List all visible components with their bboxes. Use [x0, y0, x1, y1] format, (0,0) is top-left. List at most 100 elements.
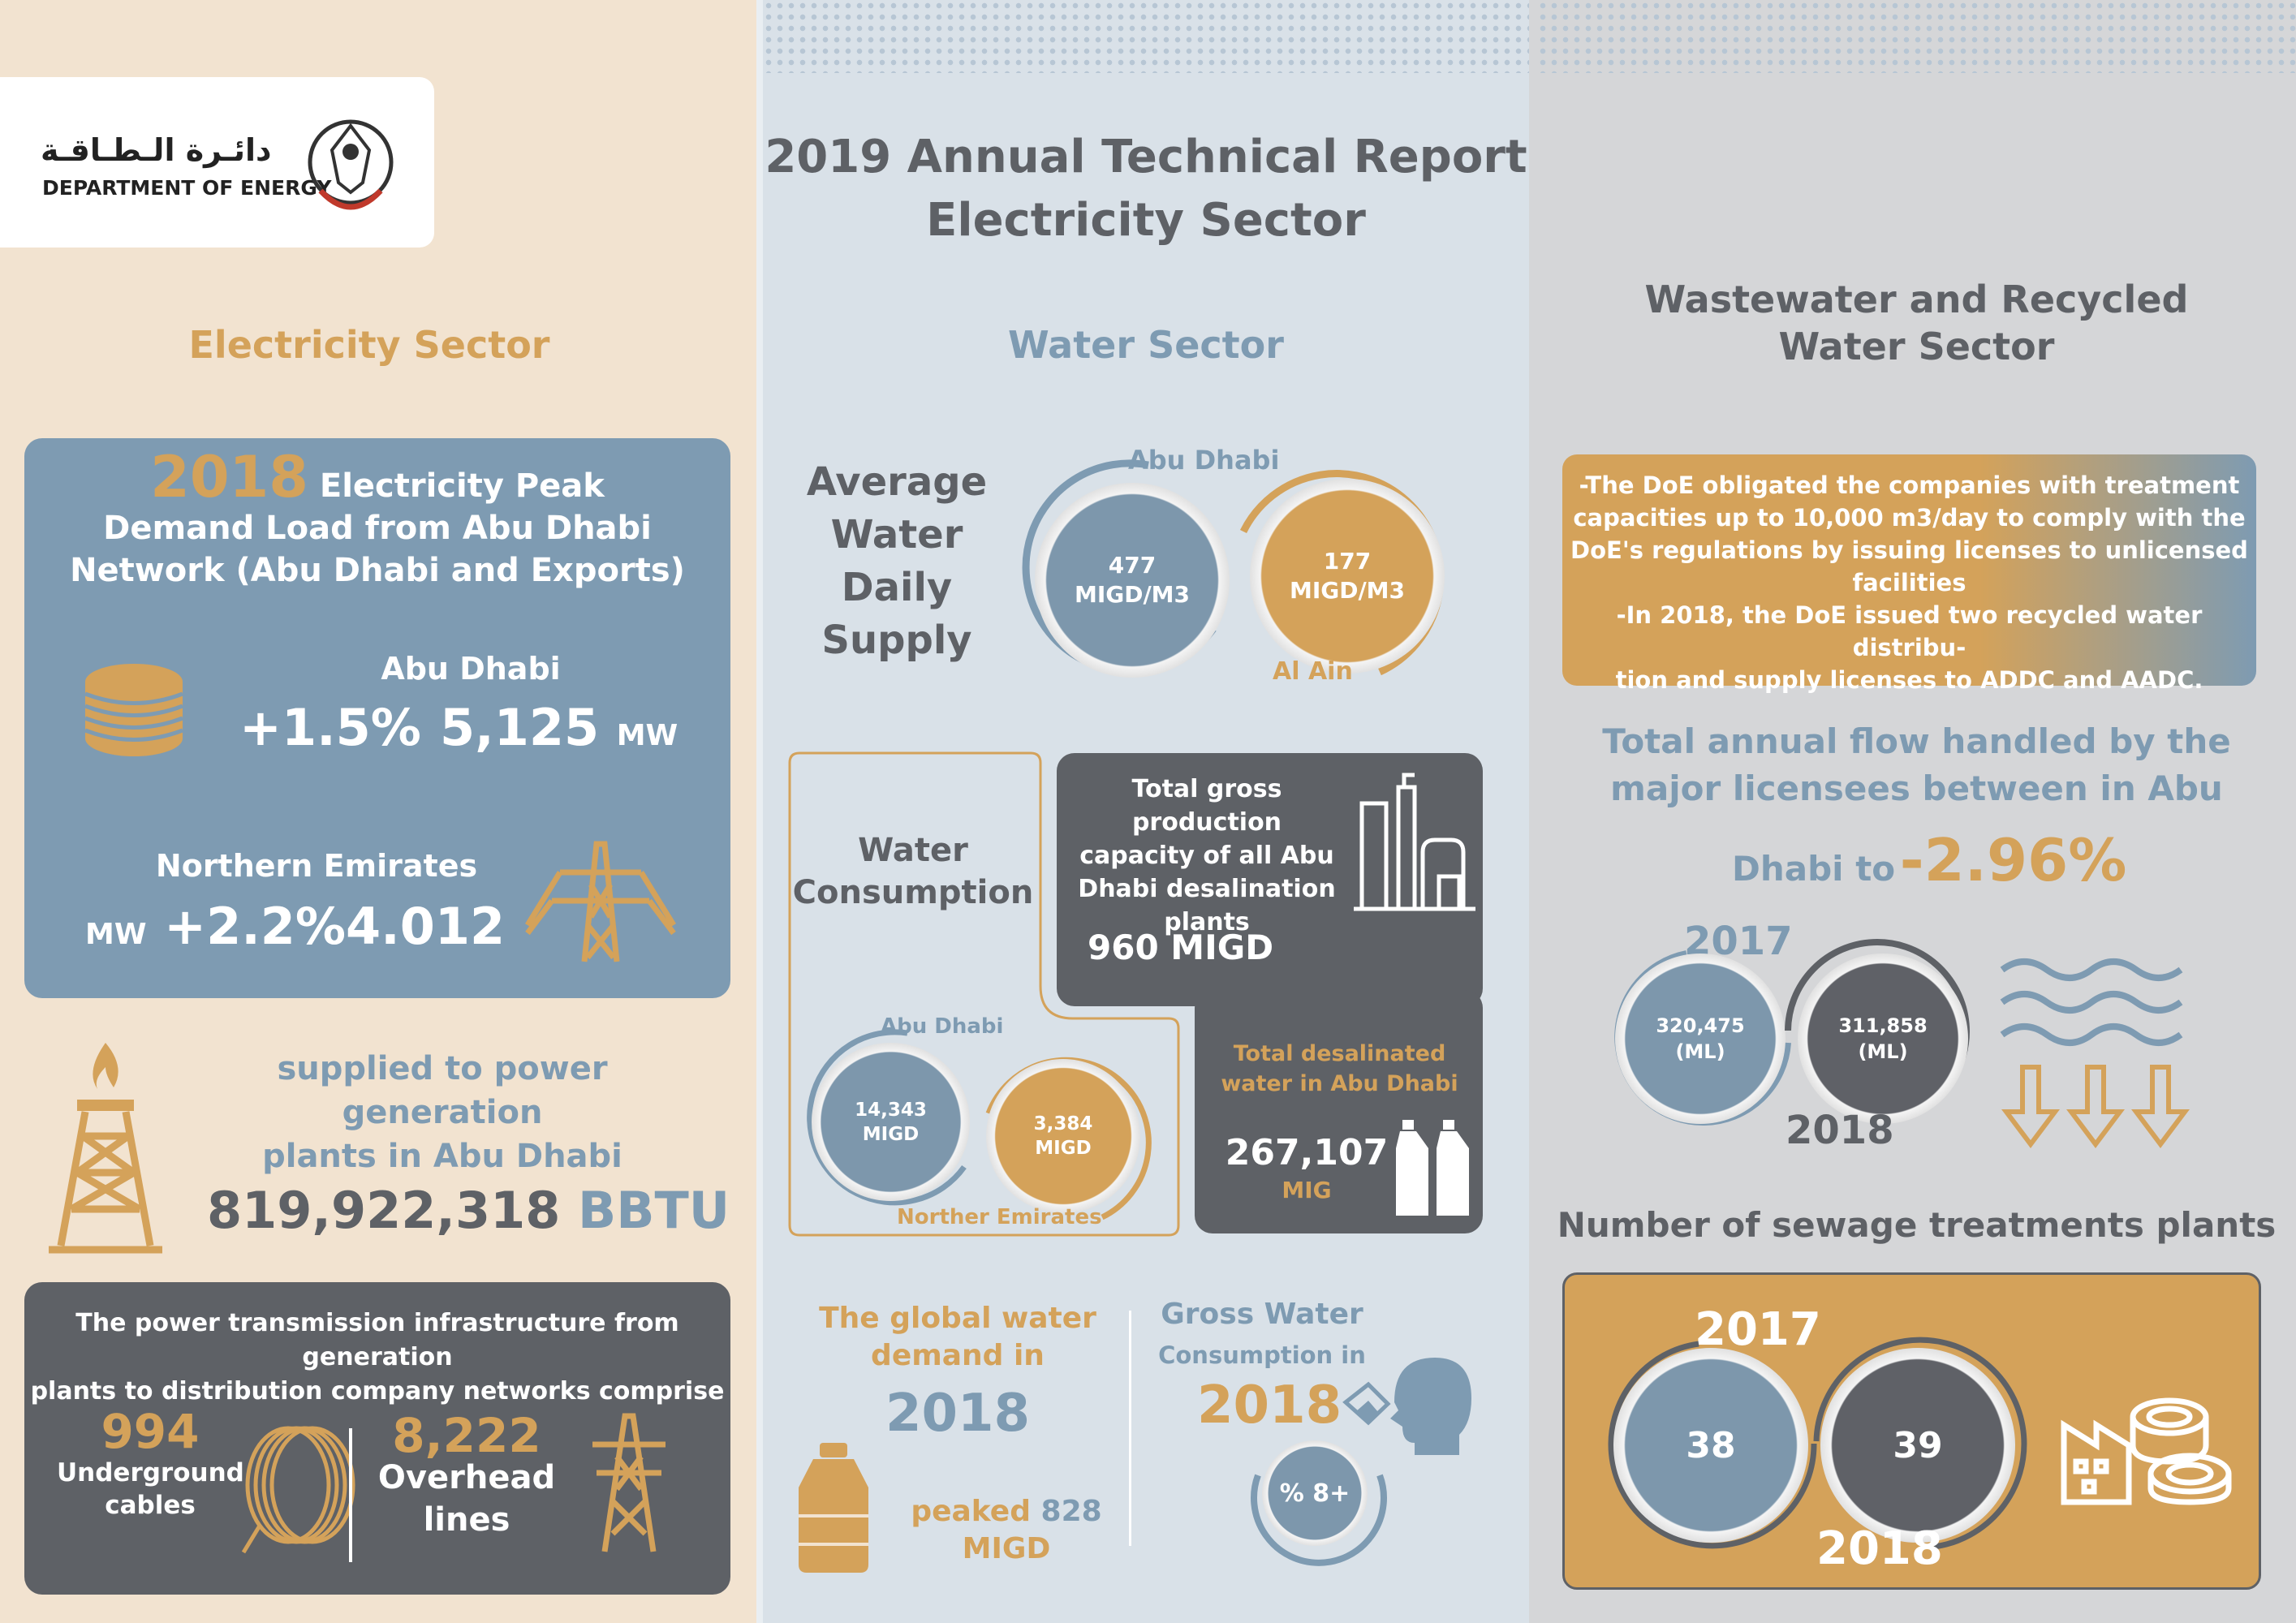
capacity-value: 960 MIGD [1088, 928, 1274, 967]
capacity-line3: Dhabi desalination [1078, 875, 1336, 903]
consumption-northern-label: Norther Emirates [897, 1205, 1102, 1229]
note-line6: tion and supply licenses to ADDC and AAD… [1615, 666, 2203, 694]
peak-desc-line2: Demand Load from Abu Dhabi [103, 510, 652, 547]
peak-desc-line3: Network (Abu Dhabi and Exports) [70, 552, 685, 589]
abu-dhabi-load-unit: MW [616, 719, 678, 752]
transmission-card: The power transmission infrastructure fr… [24, 1282, 730, 1595]
gross-consumption-title: Gross Water Consumption in [1144, 1297, 1380, 1377]
abu-dhabi-load: 5,125 MW [440, 698, 678, 757]
overhead-line1: Overhead [377, 1459, 556, 1496]
global-line1: The global water [819, 1302, 1096, 1335]
consumption-abu-dhabi-text: 14,343 MIGD [855, 1098, 927, 1147]
wastewater-heading-line2: Water Sector [1778, 325, 2055, 368]
plants-heading: Number of sewage treatments plants [1557, 1205, 2277, 1245]
wastewater-heading-line1: Wastewater and Recycled [1644, 278, 2189, 321]
gas-supply-value: 819,922,318 BBTU [207, 1181, 730, 1240]
dot-pattern [763, 0, 1529, 73]
flow-unit-a: (ML) [1675, 1040, 1725, 1063]
gross-consumption-year: 2018 [1197, 1375, 1342, 1436]
note-line3: DoE's regulations by issuing licenses to… [1570, 536, 2248, 564]
peak-demand-card: 2018 Electricity Peak Demand Load from A… [24, 438, 730, 998]
desalination-plant-icon [1354, 773, 1475, 911]
abu-dhabi-growth: +1.5% [239, 698, 421, 757]
global-peaked-unit: MIGD [962, 1532, 1051, 1565]
capacity-line4: plants [1164, 908, 1250, 936]
avg-supply-line2: Water [830, 512, 963, 558]
northern-emirates-label: Northern Emirates [155, 848, 478, 884]
capacity-line1: Total gross production [1131, 775, 1282, 837]
gross-consumption-value: % 8+ [1279, 1479, 1350, 1508]
global-line2: demand in [871, 1339, 1045, 1372]
plants-circle-a: 38 [1613, 1348, 1808, 1543]
global-peaked-text: peaked 828 MIGD [909, 1493, 1104, 1568]
avg-supply-line1: Average [806, 459, 988, 505]
supply-abu-dhabi-label: Abu Dhabi [1128, 445, 1280, 476]
licensing-note-card: -The DoE obligated the companies with tr… [1562, 454, 2256, 694]
dot-pattern [1537, 0, 2296, 73]
avg-supply-title: Average Water Daily Supply [791, 456, 1002, 667]
plants-year-b: 2018 [1816, 1522, 1943, 1575]
underground-label: Underground cables [57, 1457, 244, 1522]
flow-line3-prefix: Dhabi to [1732, 849, 1896, 889]
transmission-line1: The power transmission infrastructure fr… [75, 1309, 679, 1371]
desal-line2: water in Abu Dhabi [1221, 1071, 1458, 1096]
supply-abu-dhabi-circle: 477 MIGD/M3 [1035, 483, 1230, 678]
transmission-divider [349, 1428, 352, 1562]
capacity-card [1057, 753, 1483, 1006]
northern-unit: MW [85, 918, 147, 951]
treatment-plant-icon [2061, 1397, 2232, 1505]
consumption-northern-text: 3,384 MIGD [1034, 1112, 1093, 1160]
desal-text: Total desalinated water in Abu Dhabi [1200, 1039, 1480, 1099]
electricity-heading: Electricity Sector [188, 323, 550, 367]
flow-change-line: Dhabi to -2.96% [1732, 826, 2126, 894]
flow-change: -2.96% [1899, 826, 2127, 894]
consumption-title: Water Consumption [791, 829, 1035, 914]
supply-al-ain-unit: MIGD/M3 [1289, 577, 1406, 604]
supply-al-ain-value: 177 [1323, 548, 1372, 575]
cable-coil-icon [241, 1426, 355, 1554]
flow-title: Total annual flow handled by the major l… [1537, 718, 2296, 812]
note-line2: capacities up to 10,000 m3/day to comply… [1573, 504, 2246, 532]
supply-abu-dhabi-unit: MIGD/M3 [1074, 581, 1191, 608]
avg-supply-line3: Daily [841, 565, 953, 610]
northern-emirates-load: MW +2.2%4.012 [85, 897, 505, 956]
supply-abu-dhabi-value: 477 [1108, 552, 1157, 579]
note-line5: -In 2018, the DoE issued two recycled wa… [1616, 601, 2203, 661]
consumption-abu-dhabi-label: Abu Dhabi [881, 1014, 1004, 1039]
plants-circle-b: 39 [1820, 1348, 2015, 1543]
capacity-line2: capacity of all Abu [1079, 842, 1334, 870]
flow-circle-b: 311,858 (ML) [1798, 954, 1968, 1124]
gas-line2: plants in Abu Dhabi [262, 1138, 622, 1175]
flow-circle-a-text: 320,475 (ML) [1656, 1013, 1744, 1065]
supply-abu-dhabi-text: 477 MIGD/M3 [1075, 551, 1190, 609]
consumption-line2: Consumption [792, 874, 1034, 911]
consumption-abu-dhabi-circle: 14,343 MIGD [812, 1043, 970, 1201]
underground-line2: cables [105, 1491, 196, 1520]
gross-arc [1251, 1474, 1387, 1566]
wastewater-heading: Wastewater and Recycled Water Sector [1537, 276, 2296, 370]
underground-value: 994 [101, 1404, 200, 1459]
gas-unit: BBTU [577, 1181, 730, 1240]
desal-unit: MIG [1282, 1177, 1332, 1203]
licensing-note-text: -The DoE obligated the companies with tr… [1570, 469, 2248, 696]
transmission-tower-icon [592, 1413, 666, 1552]
flow-year-b: 2018 [1786, 1108, 1894, 1153]
cable-reel-icon [84, 664, 183, 756]
water-bottles-icon [1396, 1120, 1469, 1216]
consumption-northern-value: 3,384 [1033, 1113, 1093, 1134]
transmission-text: The power transmission infrastructure fr… [24, 1307, 730, 1409]
gross-line2: Consumption in [1158, 1341, 1366, 1369]
person-drinking-icon [1342, 1358, 1471, 1455]
water-jug-icon [799, 1443, 868, 1573]
gross-line1: Gross Water [1161, 1298, 1363, 1331]
logo-arabic-text: دائـرة الـطـاقـة [41, 132, 272, 168]
report-title-line2: Electricity Sector [926, 194, 1366, 247]
supply-al-ain-label: Al Ain [1273, 657, 1353, 686]
flow-value-b: 311,858 [1838, 1014, 1928, 1037]
waves-arrows-icon [2000, 958, 2190, 1148]
consumption-abu-dhabi-unit: MIGD [862, 1123, 920, 1145]
consumption-northern-unit: MIGD [1035, 1138, 1092, 1159]
flow-unit-b: (ML) [1858, 1040, 1908, 1063]
flow-line1: Total annual flow handled by the [1602, 721, 2231, 761]
gas-supply-text: supplied to power generation plants in A… [187, 1047, 698, 1178]
